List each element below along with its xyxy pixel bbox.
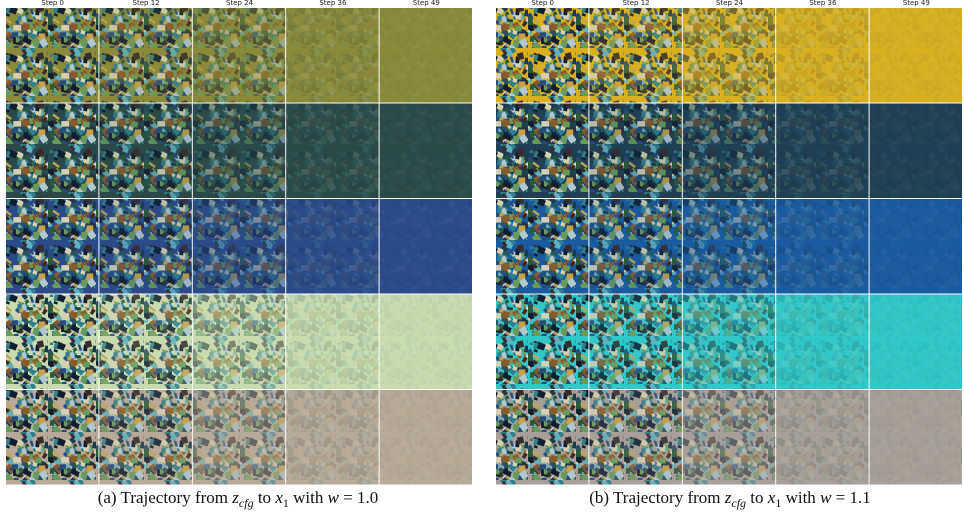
image-noise xyxy=(6,390,98,485)
image-noise xyxy=(99,8,191,103)
image-noise xyxy=(683,104,775,199)
step-label: Step 36 xyxy=(809,0,837,7)
image-noise xyxy=(870,104,962,199)
image-noise xyxy=(286,199,378,294)
caption-math: = 1.0 xyxy=(343,488,378,507)
step-label: Step 12 xyxy=(133,0,160,7)
step-label: Step 12 xyxy=(623,0,650,7)
image-noise xyxy=(6,295,98,390)
caption-text: (a) Trajectory from xyxy=(98,488,228,507)
image-noise xyxy=(6,104,98,199)
image-noise xyxy=(286,390,378,485)
image-noise xyxy=(99,199,191,294)
image-noise xyxy=(496,199,588,294)
image-noise xyxy=(589,390,681,485)
step-label: Step 24 xyxy=(226,0,254,7)
step-label: Step 0 xyxy=(531,0,554,7)
image-noise xyxy=(99,390,191,485)
step-label: Step 24 xyxy=(716,0,744,7)
image-noise xyxy=(683,390,775,485)
image-noise xyxy=(870,295,962,390)
image-noise xyxy=(193,8,285,103)
caption-math: 1 xyxy=(775,496,781,510)
image-noise xyxy=(496,8,588,103)
image-noise xyxy=(6,199,98,294)
image-noise xyxy=(776,104,868,199)
caption-a: (a) Trajectory from zcfg to x1 with w = … xyxy=(98,488,379,511)
image-noise xyxy=(589,104,681,199)
caption-text: with xyxy=(786,488,817,507)
caption-text: to xyxy=(258,488,271,507)
image-noise xyxy=(496,390,588,485)
image-noise xyxy=(380,295,472,390)
image-noise xyxy=(6,8,98,103)
step-label: Step 0 xyxy=(41,0,64,7)
caption-math: cfg xyxy=(239,496,254,510)
image-noise xyxy=(380,390,472,485)
image-noise xyxy=(286,295,378,390)
image-noise xyxy=(776,390,868,485)
image-noise xyxy=(589,8,681,103)
caption-math: cfg xyxy=(731,496,746,510)
image-noise xyxy=(193,390,285,485)
image-noise xyxy=(776,295,868,390)
step-label: Step 49 xyxy=(903,0,930,7)
image-noise xyxy=(870,390,962,485)
caption-text: with xyxy=(293,488,324,507)
step-label: Step 49 xyxy=(413,0,440,7)
image-noise xyxy=(589,295,681,390)
panel: Step 0 Step 12 Step 24 Step 36 Step 49 xyxy=(496,0,962,485)
image-noise xyxy=(683,8,775,103)
caption-math: 1 xyxy=(283,496,289,510)
image-noise xyxy=(193,199,285,294)
caption-math: w xyxy=(328,488,340,507)
image-noise xyxy=(683,295,775,390)
image-noise xyxy=(380,104,472,199)
image-noise xyxy=(683,199,775,294)
image-noise xyxy=(870,199,962,294)
image-noise xyxy=(589,199,681,294)
image-noise xyxy=(286,8,378,103)
image-noise xyxy=(496,295,588,390)
image-noise xyxy=(496,104,588,199)
caption-text: (b) Trajectory from xyxy=(589,488,720,507)
caption-b: (b) Trajectory from zcfg to x1 with w = … xyxy=(589,488,871,511)
image-noise xyxy=(380,8,472,103)
image-noise xyxy=(193,295,285,390)
image-noise xyxy=(776,8,868,103)
image-noise xyxy=(776,199,868,294)
image-noise xyxy=(99,295,191,390)
image-noise xyxy=(380,199,472,294)
panel: Step 0 Step 12 Step 24 Step 36 Step 49 xyxy=(6,0,472,485)
figure: Step 0Step 12Step 24Step 36Step 49Step 0… xyxy=(0,0,964,512)
caption-text: to xyxy=(750,488,763,507)
caption-math: = 1.1 xyxy=(836,488,871,507)
step-label: Step 36 xyxy=(319,0,347,7)
image-noise xyxy=(286,104,378,199)
caption-math: w xyxy=(820,488,832,507)
image-noise xyxy=(99,104,191,199)
image-noise xyxy=(870,8,962,103)
image-noise xyxy=(193,104,285,199)
